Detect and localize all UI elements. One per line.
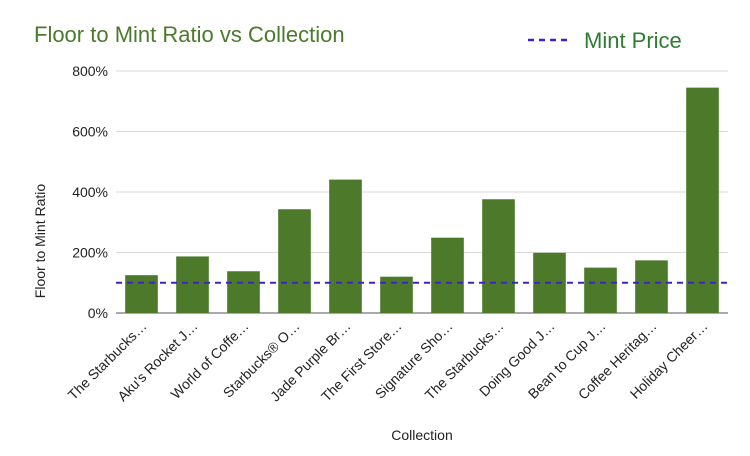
y-tick-label: 0% [88,305,108,321]
chart-title: Floor to Mint Ratio vs Collection [34,22,345,47]
legend: Mint Price [528,28,682,53]
x-axis-ticks: The Starbucks…Aku's Rocket J…World of Co… [65,318,711,405]
bar [278,209,311,313]
bar [635,260,668,313]
y-tick-label: 200% [72,245,108,261]
bar [176,256,209,313]
bar [227,271,260,313]
y-tick-label: 400% [72,184,108,200]
y-tick-label: 800% [72,63,108,79]
x-axis-title: Collection [391,427,452,443]
bars [125,87,719,313]
bar [584,267,617,313]
bar [125,275,158,313]
bar [686,87,719,313]
y-axis-title: Floor to Mint Ratio [32,184,48,299]
gridlines [116,70,728,314]
y-axis-ticks: 0% 200% 400% 600% 800% [72,63,108,321]
y-tick-label: 600% [72,124,108,140]
bar [431,237,464,313]
bar [482,199,515,313]
legend-mint-price-label: Mint Price [584,28,682,53]
bar [329,179,362,313]
